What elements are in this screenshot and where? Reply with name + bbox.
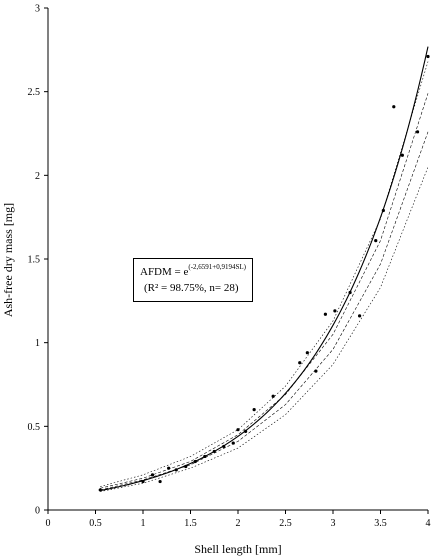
fit-curve [100,46,429,492]
data-point [158,479,162,484]
data-point [348,290,352,295]
x-tick-label: 1.5 [184,518,197,529]
data-point [374,238,378,243]
data-point [426,54,430,59]
data-point [392,105,396,109]
data-point [415,130,420,134]
axes [44,7,429,514]
data-point [236,428,240,432]
x-tick-label: 0 [46,518,51,529]
equation-box: AFDM = e(-2,6591+0,9194SL) (R² = 98.75%,… [133,258,253,302]
prediction-band-lower [100,166,429,492]
data-point [244,429,248,433]
data-point [252,408,256,412]
y-tick-label: 0.5 [28,422,41,433]
prediction-band-upper [100,61,429,487]
data-point [167,466,171,470]
x-tick-label: 4 [426,518,431,529]
equation-base: AFDM = e [140,266,189,278]
x-tick-label: 3.5 [374,518,387,529]
data-point [222,444,226,449]
confidence-band-upper [100,93,429,489]
y-tick-label: 3 [35,4,40,15]
data-point [298,361,302,365]
data-point [141,479,145,484]
data-point [314,369,318,373]
data-point [212,449,216,454]
x-tick-label: 2 [236,518,241,529]
confidence-band-lower [100,131,429,491]
data-point [174,468,178,472]
x-tick-label: 1 [141,518,146,529]
data-point [231,441,235,445]
data-point [358,314,362,318]
data-point [98,488,102,492]
y-tick-label: 2 [35,171,40,182]
tick-labels: 0 0.5 1 1.5 2 2.5 3 3.5 4 0 0.5 1 1.5 2 2.5 3 [28,4,431,530]
interval-bands [100,61,429,492]
data-point [305,351,309,355]
data-point [271,394,275,398]
data-points [98,54,430,492]
x-tick-label: 2.5 [279,518,292,529]
data-point [150,473,155,477]
regression-curve [100,46,429,492]
data-point [184,464,188,469]
data-point [323,312,327,316]
equation-stats: (R² = 98.75%, n= 28) [144,282,239,294]
data-point [381,208,385,213]
data-point [333,309,337,313]
y-tick-label: 2.5 [28,87,41,98]
y-axis-title: Ash-free dry mass [mg] [1,203,15,317]
equation-exponent: (-2,6591+0,9194SL) [188,263,246,271]
data-point [400,153,404,157]
y-tick-label: 1.5 [28,255,41,266]
x-tick-label: 3 [331,518,336,529]
y-tick-label: 0 [35,506,40,517]
data-point [203,454,207,459]
y-tick-label: 1 [35,338,40,349]
x-axis-title: Shell length [mm] [194,542,281,556]
equation-formula: AFDM = e(-2,6591+0,9194SL) [140,263,246,278]
x-tick-label: 0.5 [89,518,102,529]
data-point [193,459,197,464]
